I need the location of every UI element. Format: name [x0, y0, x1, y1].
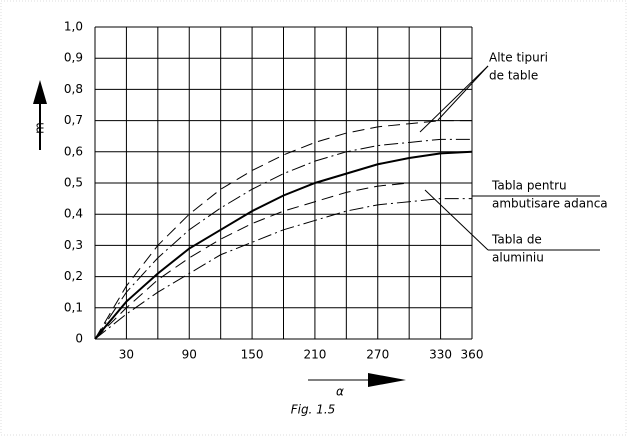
y-tick-label: 0,2 [64, 269, 83, 283]
x-label: α [336, 385, 344, 399]
y-tick-label: 0,7 [64, 113, 83, 127]
annotation-pointers [419, 65, 600, 251]
annotation: de table [489, 69, 538, 83]
y-tick-label: 0,1 [64, 300, 83, 314]
x-tick-label: 150 [241, 348, 264, 362]
y-tick-label: 0,5 [64, 176, 83, 190]
x-tick-label: 90 [182, 348, 197, 362]
x-tick-label: 210 [303, 348, 326, 362]
y-tick-label: 0 [75, 332, 83, 346]
series-line [94, 138, 472, 340]
x-tick-label: 360 [461, 348, 484, 362]
y-tick-label: 1,0 [64, 20, 83, 34]
y-label: m [33, 122, 47, 134]
series-line [94, 198, 472, 340]
x-tick-label: 30 [119, 348, 134, 362]
annotation: aluminiu [492, 251, 544, 265]
series-line [94, 150, 473, 340]
caption: Fig. 1.5 [291, 403, 336, 417]
y-tick-label: 0,6 [64, 144, 83, 158]
y-tick-label: 0,4 [64, 207, 83, 221]
y-tick-label: 0,8 [64, 82, 83, 96]
y-arrowhead [33, 80, 47, 104]
x-tick-label: 330 [429, 348, 452, 362]
annotation: Alte tipuri [489, 51, 548, 65]
y-tick-label: 0,9 [64, 51, 83, 65]
x-arrowhead [368, 373, 406, 387]
x-tick-label: 270 [366, 348, 389, 362]
annotation: Tabla de [491, 233, 542, 247]
y-tick-label: 0,3 [64, 238, 83, 252]
annotation: ambutisare adanca [492, 197, 608, 211]
annotation: Tabla pentru [491, 179, 567, 193]
series-line [94, 120, 472, 340]
